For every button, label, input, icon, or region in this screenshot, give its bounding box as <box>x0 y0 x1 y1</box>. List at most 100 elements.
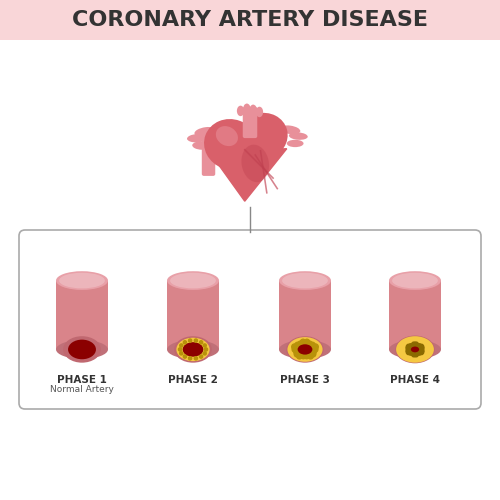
Circle shape <box>406 350 411 354</box>
Circle shape <box>406 348 410 353</box>
Circle shape <box>300 353 306 358</box>
Ellipse shape <box>56 340 108 359</box>
Ellipse shape <box>298 344 312 354</box>
Circle shape <box>178 348 182 351</box>
Text: PHASE 2: PHASE 2 <box>168 375 218 385</box>
FancyBboxPatch shape <box>0 0 500 40</box>
Circle shape <box>308 354 314 359</box>
Circle shape <box>414 352 418 357</box>
Circle shape <box>300 339 306 345</box>
Text: CORONARY ARTERY DISEASE: CORONARY ARTERY DISEASE <box>72 10 428 30</box>
Ellipse shape <box>243 104 250 114</box>
Ellipse shape <box>176 338 210 361</box>
Ellipse shape <box>68 340 96 359</box>
Circle shape <box>310 349 316 354</box>
Bar <box>167 280 219 349</box>
Text: PHASE 1: PHASE 1 <box>57 375 107 385</box>
Ellipse shape <box>287 140 304 147</box>
Ellipse shape <box>392 273 438 288</box>
FancyBboxPatch shape <box>202 140 215 176</box>
Ellipse shape <box>242 144 269 182</box>
Ellipse shape <box>280 126 300 134</box>
Ellipse shape <box>411 346 419 352</box>
Ellipse shape <box>187 134 208 142</box>
Polygon shape <box>210 148 287 201</box>
Text: PHASE 3: PHASE 3 <box>280 375 330 385</box>
Circle shape <box>419 344 424 349</box>
Circle shape <box>414 342 418 346</box>
FancyBboxPatch shape <box>19 230 481 409</box>
Bar <box>389 280 441 349</box>
Circle shape <box>307 341 312 346</box>
Circle shape <box>194 339 198 342</box>
Circle shape <box>184 355 186 358</box>
Circle shape <box>418 347 422 352</box>
Ellipse shape <box>56 271 108 290</box>
Circle shape <box>200 355 202 358</box>
Ellipse shape <box>182 342 204 356</box>
Circle shape <box>203 352 206 355</box>
Ellipse shape <box>170 273 216 288</box>
Ellipse shape <box>279 340 331 359</box>
Circle shape <box>408 344 413 348</box>
Circle shape <box>412 352 416 357</box>
Circle shape <box>203 344 206 347</box>
Circle shape <box>180 344 183 347</box>
Circle shape <box>294 352 300 357</box>
Circle shape <box>406 346 410 350</box>
Circle shape <box>296 354 302 359</box>
Ellipse shape <box>288 337 322 362</box>
Ellipse shape <box>59 273 105 288</box>
Ellipse shape <box>167 271 219 290</box>
Circle shape <box>310 342 315 348</box>
Text: Normal Artery: Normal Artery <box>50 386 114 394</box>
Ellipse shape <box>63 336 101 362</box>
Ellipse shape <box>395 336 435 363</box>
FancyBboxPatch shape <box>243 107 257 138</box>
Circle shape <box>410 344 415 348</box>
Circle shape <box>310 352 316 357</box>
Circle shape <box>417 350 422 355</box>
Circle shape <box>420 348 424 353</box>
Bar <box>279 280 331 349</box>
Ellipse shape <box>238 113 288 160</box>
Circle shape <box>298 341 303 346</box>
Text: PHASE 4: PHASE 4 <box>390 375 440 385</box>
Ellipse shape <box>289 132 308 140</box>
Bar <box>56 280 108 349</box>
Ellipse shape <box>192 142 211 150</box>
Circle shape <box>408 350 413 355</box>
Circle shape <box>295 342 300 348</box>
Ellipse shape <box>194 127 218 137</box>
Ellipse shape <box>216 126 238 146</box>
Circle shape <box>292 346 298 352</box>
Ellipse shape <box>279 271 331 290</box>
Circle shape <box>294 349 300 354</box>
Circle shape <box>304 339 310 345</box>
Circle shape <box>419 350 424 354</box>
Ellipse shape <box>174 336 212 362</box>
Ellipse shape <box>396 336 434 362</box>
Circle shape <box>420 346 424 350</box>
Circle shape <box>204 348 208 351</box>
Ellipse shape <box>204 119 258 170</box>
Circle shape <box>292 344 298 350</box>
Circle shape <box>304 353 310 358</box>
Ellipse shape <box>256 106 263 117</box>
Circle shape <box>408 347 412 352</box>
Circle shape <box>412 342 416 346</box>
Ellipse shape <box>237 106 244 116</box>
Circle shape <box>180 352 183 355</box>
Circle shape <box>312 344 318 350</box>
Circle shape <box>410 351 415 356</box>
Circle shape <box>417 344 422 348</box>
Circle shape <box>406 344 411 349</box>
Circle shape <box>312 346 318 352</box>
Circle shape <box>415 351 420 356</box>
Circle shape <box>184 340 186 344</box>
Ellipse shape <box>282 273 328 288</box>
Circle shape <box>194 356 198 360</box>
Circle shape <box>188 356 192 360</box>
Circle shape <box>188 339 192 342</box>
Circle shape <box>415 344 420 348</box>
